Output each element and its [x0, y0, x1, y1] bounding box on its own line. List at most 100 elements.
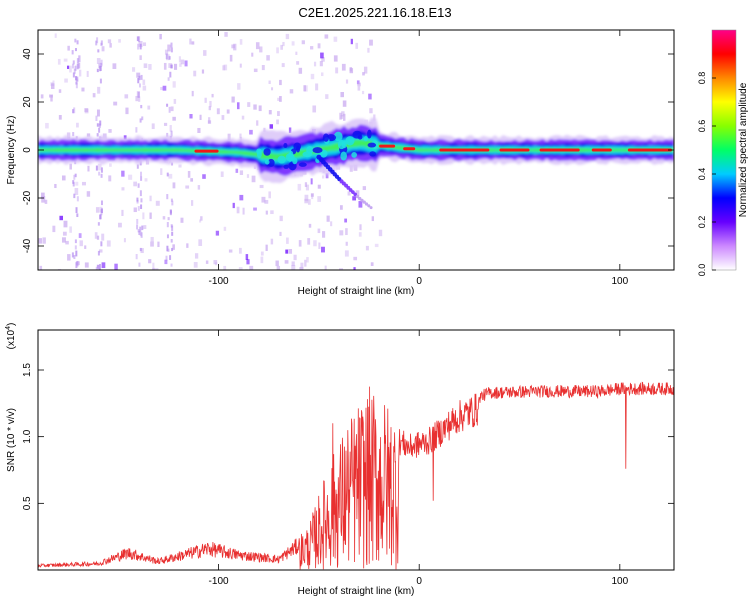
spectrogram-speckle-cell: [261, 196, 266, 203]
spectrogram-speckle-cell: [242, 207, 245, 215]
spectrogram-speckle-cell: [310, 46, 314, 50]
spectrogram-speckle-cell: [246, 174, 250, 178]
spectrogram-streak-cell: [97, 250, 100, 256]
colorbar-ticks: 0.0 0.2 0.4 0.6 0.8: [697, 72, 716, 276]
spectrogram-speckle-cell: [38, 238, 43, 244]
spectrogram-speckle-cell: [167, 217, 170, 221]
spectrogram-speckle-cell: [78, 55, 81, 63]
spectrogram-streak-cell: [166, 103, 169, 107]
spectrogram-speckle-cell: [59, 215, 64, 221]
spectrogram-speckle-cell: [132, 67, 136, 72]
spectrogram-streak-cell: [136, 199, 139, 204]
spectrogram-branch-cell: [360, 198, 364, 203]
spectrogram-speckle-cell: [157, 241, 160, 248]
spectrogram-speckle-cell: [197, 185, 201, 190]
spectrogram-streak-cell: [72, 60, 75, 65]
spectrogram-y-tick-label: 40: [22, 48, 33, 60]
spectrogram-streak-cell: [138, 231, 141, 236]
spectrogram-speckle-cell: [191, 90, 194, 97]
spectrogram-speckle-cell: [102, 133, 107, 139]
spectrogram-speckle-cell: [204, 97, 207, 103]
spectrogram-speckle-cell: [86, 70, 89, 77]
spectrogram-speckle-cell: [255, 42, 260, 50]
spectrogram-blob: [285, 153, 295, 162]
spectrogram-streak-cell: [139, 43, 142, 50]
spectrogram-streak-cell: [98, 263, 101, 270]
spectrogram-streak-cell: [170, 239, 173, 243]
spectrogram-speckle-cell: [121, 170, 125, 177]
spectrogram-speckle-cell: [361, 90, 365, 95]
spectrogram-speckle-cell: [99, 206, 103, 213]
spectrogram-speckle-cell: [281, 63, 285, 68]
spectrogram-streak-cell: [98, 123, 101, 128]
spectrogram-streak-cell: [140, 104, 143, 109]
spectrogram-speckle-cell: [187, 170, 191, 178]
spectrogram-speckle-cell: [251, 175, 256, 183]
spectrogram-speckle-cell: [237, 83, 241, 90]
spectrogram-blob: [256, 149, 262, 159]
spectrogram-speckle-cell: [246, 259, 250, 265]
spectrogram-speckle-cell: [136, 72, 141, 78]
spectrogram-speckle-cell: [81, 87, 85, 92]
spectrogram-streak-cell: [136, 218, 139, 224]
spectrogram-speckle-cell: [64, 78, 68, 83]
spectrogram-speckle-cell: [172, 116, 176, 121]
spectrogram-streak-cell: [99, 65, 102, 72]
spectrogram-streak-cell: [135, 127, 138, 133]
spectrogram-speckle-cell: [296, 61, 300, 65]
spectrogram-speckle-cell: [370, 262, 374, 266]
spectrogram-speckle-cell: [356, 80, 360, 85]
spectrogram-streak-cell: [75, 81, 78, 85]
spectrogram-speckle-cell: [306, 257, 309, 263]
spectrogram-speckle-cell: [222, 65, 226, 71]
spectrogram-speckle-cell: [307, 199, 311, 205]
spectrogram-streak-cell: [99, 78, 102, 84]
spectrogram-speckle-cell: [97, 86, 101, 94]
spectrogram-speckle-cell: [277, 111, 280, 116]
spectrogram-speckle-cell: [76, 122, 79, 128]
spectrogram-blob: [264, 159, 270, 165]
spectrogram-speckle-cell: [359, 224, 362, 231]
spectrogram-speckle-cell: [235, 168, 239, 173]
spectrogram-speckle-cell: [335, 67, 339, 74]
spectrogram-speckle-cell: [333, 55, 338, 62]
spectrogram-streak-cell: [138, 83, 141, 88]
spectrogram-speckle-cell: [285, 249, 289, 254]
spectrogram-speckle-cell: [63, 58, 68, 62]
spectrogram-speckle-cell: [268, 191, 271, 199]
spectrogram-speckle-cell: [179, 63, 182, 67]
spectrogram-speckle-cell: [114, 263, 118, 270]
spectrogram-speckle-cell: [118, 222, 122, 228]
spectrogram-speckle-cell: [251, 52, 254, 57]
spectrogram-speckle-cell: [369, 108, 373, 114]
snr-y-tick-label: 1.0: [22, 429, 33, 443]
spectrogram-speckle-cell: [142, 79, 146, 85]
spectrogram-speckle-cell: [276, 119, 279, 125]
spectrogram-hot-segment: [539, 148, 580, 152]
spectrogram-speckle-cell: [128, 174, 133, 180]
colorbar: 0.0 0.2 0.4 0.6 0.8 Normalized spectral ampl…: [697, 29, 749, 276]
spectrogram-branch-cell: [351, 190, 355, 195]
spectrogram-speckle-cell: [321, 175, 325, 179]
spectrogram-speckle-cell: [239, 194, 244, 201]
snr-ylabel: SNR (10 * v/v): [6, 408, 17, 472]
spectrogram-speckle-cell: [92, 93, 96, 98]
spectrogram-speckle-cell: [304, 85, 308, 92]
spectrogram-speckle-cell: [279, 231, 282, 236]
spectrogram-branch-cell: [357, 196, 362, 201]
spectrogram-speckle-cell: [151, 123, 155, 130]
spectrogram-speckle-cell: [286, 237, 289, 244]
spectrogram-streak-cell: [136, 164, 139, 169]
spectrogram-speckle-cell: [239, 170, 244, 176]
spectrogram-speckle-cell: [301, 40, 305, 45]
spectrogram-streak-cell: [139, 226, 142, 232]
spectrogram-speckle-cell: [193, 262, 198, 268]
spectrogram-speckle-cell: [308, 223, 312, 228]
spectrogram-speckle-cell: [280, 44, 283, 50]
spectrogram-streak-cell: [100, 167, 103, 173]
spectrogram-speckle-cell: [347, 191, 351, 196]
spectrogram-panel: -100 0 100 -40 -20 0 20 40 Height of straight l…: [6, 29, 675, 297]
spectrogram-speckle-cell: [342, 100, 347, 107]
spectrogram-speckle-cell: [54, 183, 57, 189]
spectrogram-speckle-cell: [232, 202, 235, 209]
